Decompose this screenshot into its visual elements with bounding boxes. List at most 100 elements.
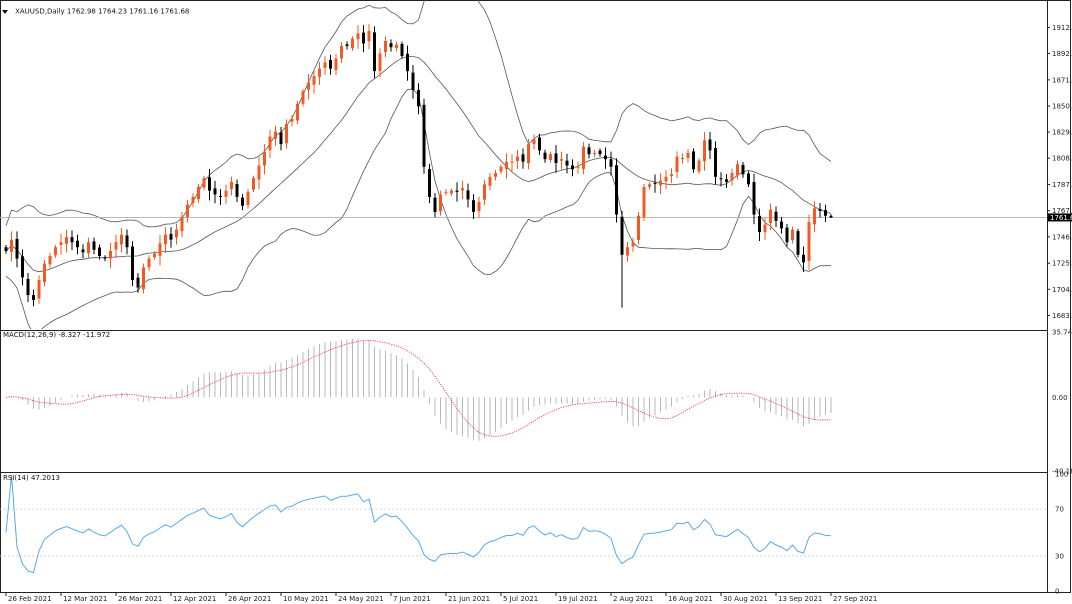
candle[interactable] [158, 235, 162, 266]
candle[interactable] [736, 160, 739, 180]
candle[interactable] [208, 168, 211, 201]
candle[interactable] [659, 173, 662, 195]
candle[interactable] [675, 151, 679, 179]
candle[interactable] [186, 199, 189, 223]
candle[interactable] [235, 179, 239, 203]
time-axis[interactable]: 26 Feb 2021 12 Mar 2021 26 Mar 2021 12 Apr … [5, 592, 877, 603]
candle[interactable] [323, 56, 327, 75]
candle[interactable] [120, 227, 123, 253]
price-pane[interactable] [0, 0, 1047, 334]
candle[interactable] [274, 125, 277, 146]
candle[interactable] [92, 237, 96, 255]
candle[interactable] [417, 83, 420, 115]
candle[interactable] [76, 234, 79, 255]
candle[interactable] [312, 68, 316, 94]
candle[interactable] [714, 141, 717, 185]
candle[interactable] [780, 217, 783, 234]
candle[interactable] [356, 25, 360, 49]
candle[interactable] [164, 227, 167, 254]
candle[interactable] [615, 158, 618, 223]
candle[interactable] [582, 142, 585, 175]
candle[interactable] [807, 214, 811, 270]
candle[interactable] [340, 42, 343, 63]
candle[interactable] [362, 25, 365, 53]
candle[interactable] [461, 180, 464, 200]
macd-pane[interactable] [5, 338, 832, 441]
candle[interactable] [400, 41, 404, 59]
candle[interactable] [730, 168, 734, 186]
candle[interactable] [307, 74, 310, 100]
candle[interactable] [505, 153, 508, 179]
candle[interactable] [697, 158, 701, 175]
candle[interactable] [554, 145, 558, 173]
candle[interactable] [136, 273, 140, 293]
candle[interactable] [521, 148, 525, 169]
candle[interactable] [373, 26, 376, 79]
candle[interactable] [692, 148, 695, 173]
candle[interactable] [98, 244, 101, 260]
candle[interactable] [290, 115, 294, 127]
candle[interactable] [626, 241, 629, 262]
candle[interactable] [21, 249, 24, 286]
candle[interactable] [263, 144, 266, 175]
candle[interactable] [252, 175, 255, 193]
candle[interactable] [175, 223, 178, 245]
candle[interactable] [32, 289, 35, 307]
candle[interactable] [620, 210, 624, 308]
candle[interactable] [246, 188, 250, 209]
candle[interactable] [598, 148, 602, 157]
candle[interactable] [213, 180, 217, 204]
candle[interactable] [428, 163, 431, 204]
candle[interactable] [230, 176, 233, 196]
candle[interactable] [26, 272, 30, 303]
candle[interactable] [560, 151, 563, 170]
candle[interactable] [4, 244, 8, 254]
candle[interactable] [180, 211, 184, 238]
candle[interactable] [142, 263, 145, 294]
candle[interactable] [818, 202, 822, 218]
candle[interactable] [406, 45, 409, 81]
candle[interactable] [466, 183, 470, 208]
candle[interactable] [422, 98, 426, 174]
candle[interactable] [587, 143, 591, 159]
candle[interactable] [670, 168, 673, 184]
candle[interactable] [147, 255, 151, 271]
candle[interactable] [642, 183, 646, 221]
candle[interactable] [219, 189, 222, 205]
candle[interactable] [367, 24, 371, 50]
candle[interactable] [455, 182, 459, 202]
candle[interactable] [703, 132, 706, 171]
candle[interactable] [483, 179, 486, 205]
candle[interactable] [510, 154, 514, 172]
candle[interactable] [747, 171, 750, 187]
candle[interactable] [538, 133, 541, 155]
candle[interactable] [543, 149, 547, 163]
candle[interactable] [565, 153, 569, 174]
candle[interactable] [54, 244, 57, 258]
candle[interactable] [59, 233, 63, 255]
candle[interactable] [719, 172, 723, 187]
candle[interactable] [224, 184, 228, 204]
candle[interactable] [549, 151, 552, 163]
candle[interactable] [433, 193, 437, 218]
candle[interactable] [301, 88, 305, 107]
candle[interactable] [516, 149, 519, 169]
candle[interactable] [384, 36, 387, 58]
candle[interactable] [81, 244, 85, 259]
candle[interactable] [648, 182, 651, 190]
candle[interactable] [571, 159, 574, 177]
candle[interactable] [604, 147, 607, 169]
candle[interactable] [197, 183, 200, 203]
candle[interactable] [395, 41, 398, 52]
candle[interactable] [593, 149, 596, 157]
candle[interactable] [769, 203, 772, 231]
candle[interactable] [708, 132, 712, 160]
candle[interactable] [351, 36, 354, 51]
candle[interactable] [532, 134, 536, 150]
triangle-down-icon[interactable] [2, 9, 8, 14]
candle[interactable] [527, 138, 530, 170]
candle[interactable] [444, 188, 448, 196]
candle[interactable] [609, 151, 613, 176]
candle[interactable] [318, 61, 321, 85]
